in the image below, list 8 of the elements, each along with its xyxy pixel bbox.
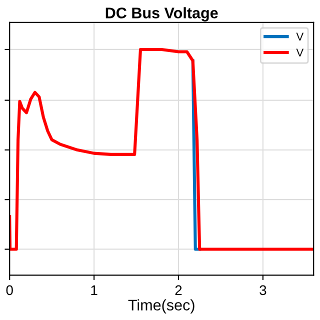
x-tick-label: 1: [91, 285, 98, 295]
legend-label: V: [296, 32, 304, 40]
x-axis-title: Time(sec): [128, 299, 194, 314]
chart-title: DC Bus Voltage: [106, 7, 218, 22]
x-tick-label: 3: [260, 285, 266, 296]
legend-label: V: [296, 48, 304, 56]
x-tick-label: 0: [6, 285, 13, 296]
x-tick-label: 2: [175, 285, 182, 295]
